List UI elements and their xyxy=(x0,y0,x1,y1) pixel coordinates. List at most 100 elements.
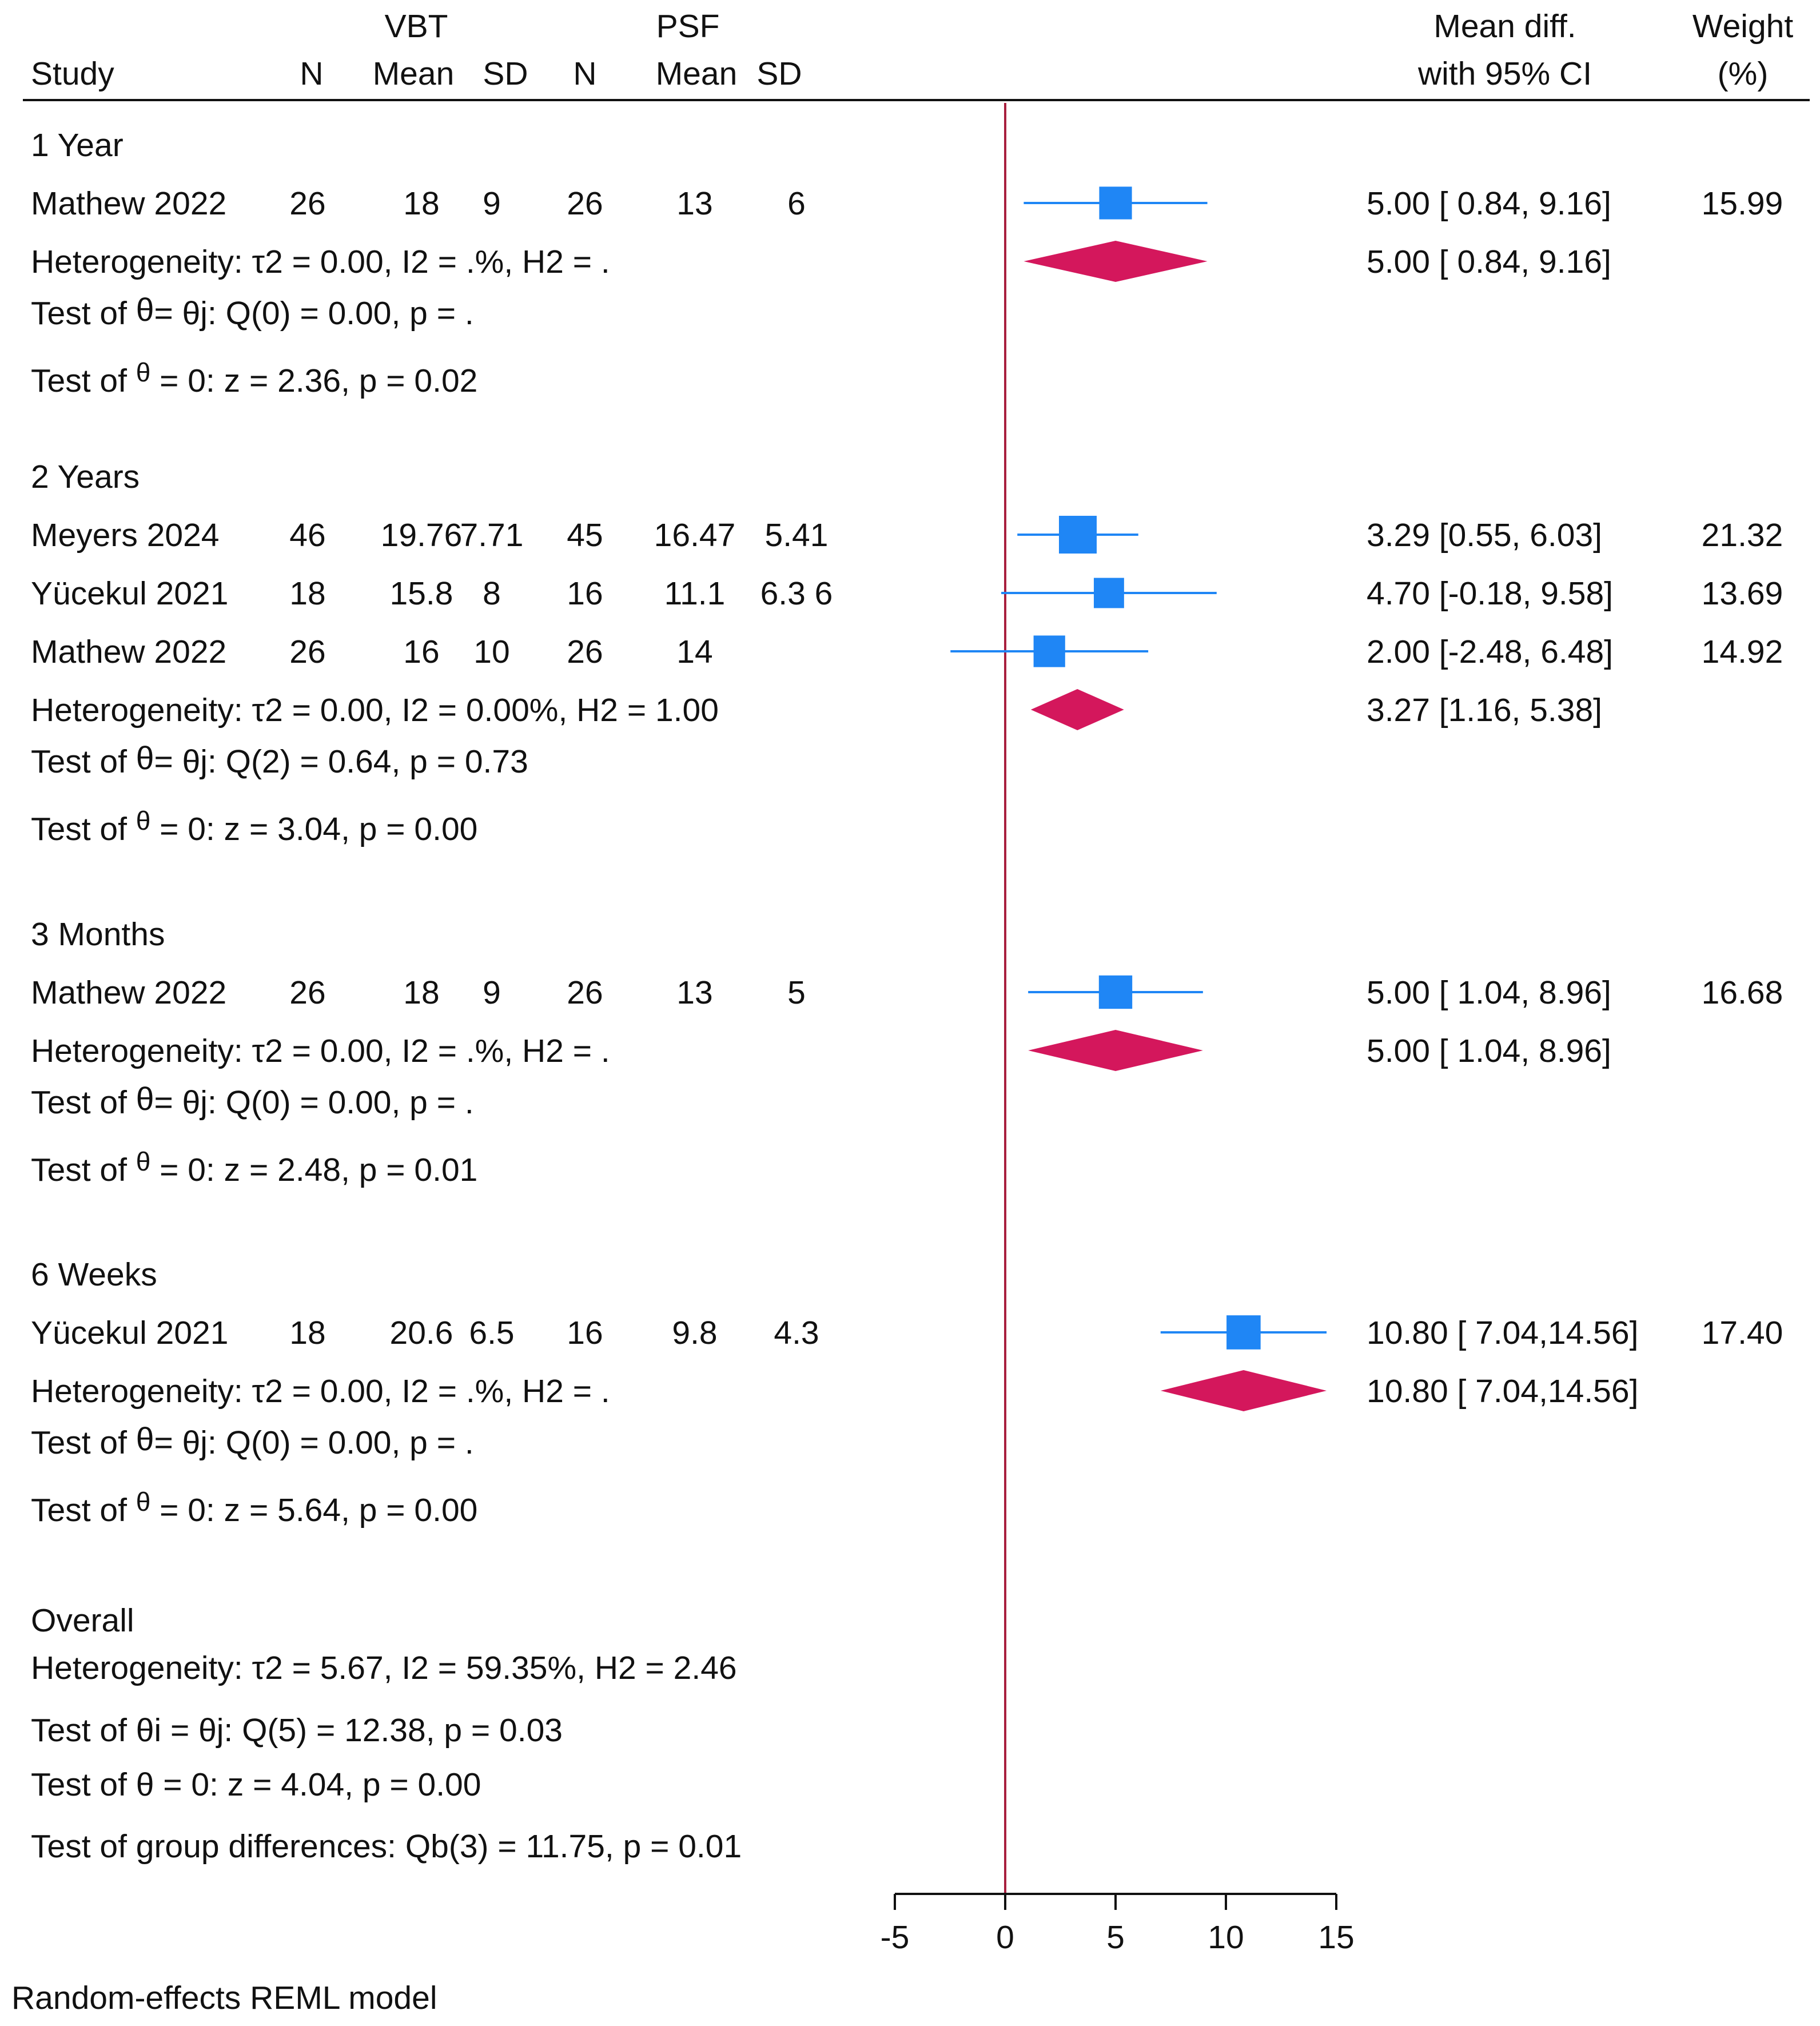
header-psf-mean: Mean xyxy=(656,55,738,92)
psf-mean: 14 xyxy=(676,634,712,670)
psf-n: 26 xyxy=(567,974,603,1011)
study-marker xyxy=(1033,635,1065,667)
vbt-mean: 15.8 xyxy=(390,575,453,612)
subgroup: 2 Years Meyers 2024 46 19.767.71 45 16.47 5.41… xyxy=(31,459,1783,847)
psf-sd: 5.41 xyxy=(765,517,829,554)
theta-test-text: = 0: z = 3.04, p = 0.00 xyxy=(150,811,477,847)
vbt-sd: 9 xyxy=(483,974,501,1011)
subgroup-heterogeneity: Heterogeneity: τ2 = 0.00, I2 = 0.00%, H2… xyxy=(31,692,719,729)
subgroup-heterogeneity: Heterogeneity: τ2 = 0.00, I2 = .%, H2 = … xyxy=(31,1033,610,1069)
psf-n: 45 xyxy=(567,517,603,554)
theta-test-text: = 0: z = 2.48, p = 0.01 xyxy=(150,1152,477,1188)
psf-sd: 6 xyxy=(787,185,806,222)
subgroup-effect-ci-text: 3.27 [1.16, 5.38] xyxy=(1367,692,1602,729)
psf-n: 26 xyxy=(567,634,603,670)
vbt-n: 26 xyxy=(289,974,325,1011)
vbt-n: 26 xyxy=(289,185,325,222)
subgroup-diamond xyxy=(1023,241,1208,282)
vbt-sd: 8 xyxy=(483,575,501,612)
study-name: Mathew 2022 xyxy=(31,185,226,222)
header-vbt: VBT xyxy=(385,8,448,45)
x-axis: -5 0 5 10 15 xyxy=(881,1893,1355,1956)
weight-text: 15.99 xyxy=(1702,185,1783,222)
subgroup-homogeneity-test: Test of θ= θj: Q(2) = 0.64, p = 0.73 xyxy=(31,740,528,780)
table-header: VBT PSF Study N Mean SD N Mean SD Mean diff. with … xyxy=(31,8,1793,92)
weight-text: 16.68 xyxy=(1702,974,1783,1011)
subgroup-homogeneity-test: Test of θ= θj: Q(0) = 0.00, p = . xyxy=(31,1421,474,1461)
header-psf: PSF xyxy=(656,8,720,45)
vbt-n: 46 xyxy=(289,517,325,554)
study-marker xyxy=(1058,516,1097,554)
theta-symbol: θ xyxy=(136,1081,154,1117)
study-marker xyxy=(1226,1315,1261,1350)
header-psf-sd: SD xyxy=(756,55,802,92)
subgroup-effect-ci-text: 5.00 [ 0.84, 9.16] xyxy=(1367,244,1611,280)
study-name: Meyers 2024 xyxy=(31,517,220,554)
x-tick-label: 10 xyxy=(1208,1919,1244,1956)
header-vbt-sd: SD xyxy=(483,55,528,92)
psf-sd: 4.3 xyxy=(774,1315,819,1351)
subgroup: 1 Year Mathew 2022 26 18 9 26 13 6 5.00 [ 0.84, … xyxy=(31,127,1783,399)
vbt-sd: 7.71 xyxy=(460,517,524,554)
subgroup-theta-test: Test of θ = 0: z = 3.04, p = 0.00 xyxy=(31,806,477,847)
vbt-mean: 19.76 xyxy=(381,517,463,554)
overall-label: Overall xyxy=(31,1602,134,1639)
psf-mean: 13 xyxy=(676,185,712,222)
header-weight-line1: Weight xyxy=(1692,8,1794,45)
vbt-mean: 16 xyxy=(403,634,439,670)
effect-ci-text: 5.00 [ 0.84, 9.16] xyxy=(1367,185,1611,222)
vbt-sd: 10 xyxy=(473,634,509,670)
plot-marks xyxy=(950,186,1327,1411)
vbt-sd: 9 xyxy=(483,185,501,222)
overall-block: Overall Heterogeneity: τ2 = 5.67, I2 = 59… xyxy=(31,1602,742,1865)
theta-symbol: θ xyxy=(136,1421,154,1458)
subgroup-theta-test: Test of θ = 0: z = 5.64, p = 0.00 xyxy=(31,1487,477,1529)
header-psf-n: N xyxy=(573,55,596,92)
subgroup-label: 1 Year xyxy=(31,127,124,164)
subgroup-label: 3 Months xyxy=(31,916,165,953)
effect-ci-text: 4.70 [-0.18, 9.58] xyxy=(1367,575,1613,612)
subgroup: 6 Weeks Yücekul 2021 18 20.6 6.5 16 9.8 4.3 10.8… xyxy=(31,1256,1783,1529)
header-study: Study xyxy=(31,55,114,92)
vbt-n: 18 xyxy=(289,575,325,612)
theta-symbol: θ xyxy=(136,357,151,387)
subgroup-homogeneity-test: Test of θ= θj: Q(0) = 0.00, p = . xyxy=(31,1081,474,1121)
header-vbt-mean: Mean xyxy=(373,55,455,92)
psf-mean: 16.47 xyxy=(654,517,736,554)
x-tick-label: 15 xyxy=(1318,1919,1354,1956)
study-marker xyxy=(1093,578,1124,608)
subgroup-effect-ci-text: 5.00 [ 1.04, 8.96] xyxy=(1367,1033,1611,1069)
effect-ci-text: 10.80 [ 7.04,14.56] xyxy=(1367,1315,1638,1351)
subgroup-effect-ci-text: 10.80 [ 7.04,14.56] xyxy=(1367,1373,1638,1410)
header-weight-line2: (%) xyxy=(1718,55,1769,92)
subgroup-diamond xyxy=(1160,1370,1327,1411)
theta-symbol: θ xyxy=(136,1147,151,1176)
homogeneity-test-text: = θj: Q(2) = 0.64, p = 0.73 xyxy=(154,743,528,780)
study-marker xyxy=(1099,186,1132,220)
subgroup-label: 2 Years xyxy=(31,459,140,495)
subgroup-homogeneity-test: Test of θ= θj: Q(0) = 0.00, p = . xyxy=(31,292,474,332)
study-marker xyxy=(1098,975,1133,1009)
homogeneity-test-text: = θj: Q(0) = 0.00, p = . xyxy=(154,295,473,332)
vbt-sd: 6.5 xyxy=(469,1315,514,1351)
theta-symbol: θ xyxy=(136,1487,151,1516)
psf-sd: 6.3 6 xyxy=(760,575,833,612)
psf-mean: 13 xyxy=(676,974,712,1011)
weight-text: 14.92 xyxy=(1702,634,1783,670)
subgroup-heterogeneity: Heterogeneity: τ2 = 0.00, I2 = .%, H2 = … xyxy=(31,244,610,280)
model-note: Random-effects REML model xyxy=(11,1980,437,2016)
overall-heterogeneity: Heterogeneity: τ2 = 5.67, I2 = 59.35%, H… xyxy=(31,1650,737,1686)
vbt-mean: 18 xyxy=(403,974,439,1011)
theta-symbol: θ xyxy=(136,740,154,777)
theta-test-text: = 0: z = 2.36, p = 0.02 xyxy=(150,363,477,399)
vbt-n: 18 xyxy=(289,1315,325,1351)
overall-theta-test: Test of θ = 0: z = 4.04, p = 0.00 xyxy=(31,1766,481,1803)
overall-homogeneity-test: Test of θi = θj: Q(5) = 12.38, p = 0.03 xyxy=(31,1712,563,1749)
psf-mean: 9.8 xyxy=(672,1315,717,1351)
subgroup-theta-test: Test of θ = 0: z = 2.48, p = 0.01 xyxy=(31,1147,477,1188)
psf-n: 16 xyxy=(567,1315,603,1351)
x-tick-label: 5 xyxy=(1106,1919,1125,1956)
theta-symbol: θ xyxy=(136,292,154,328)
subgroup: 3 Months Mathew 2022 26 18 9 26 13 5 5.00 [ 1.04… xyxy=(31,916,1783,1188)
header-vbt-n: N xyxy=(300,55,323,92)
